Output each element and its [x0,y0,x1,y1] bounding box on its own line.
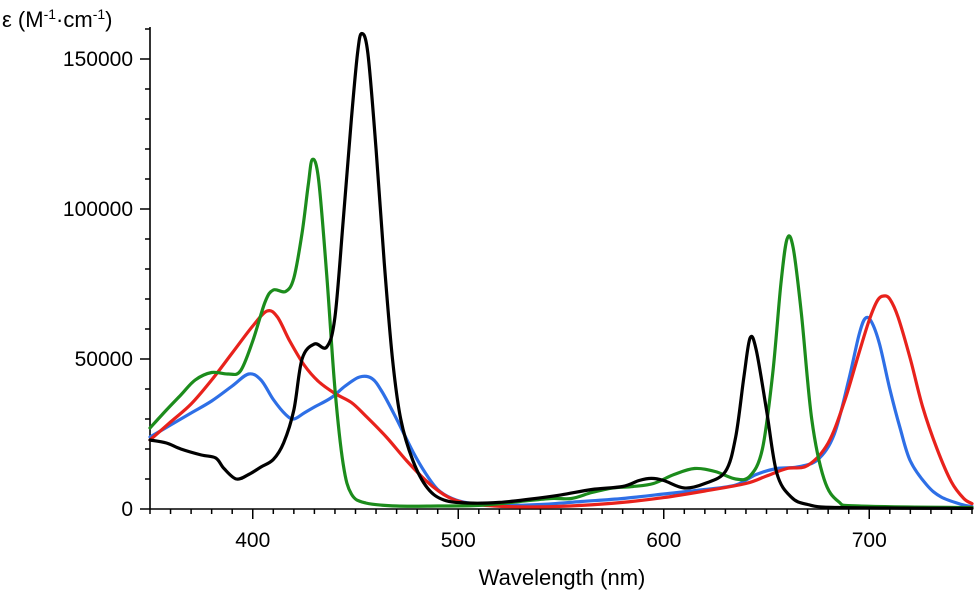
x-tick-label: 500 [441,529,476,552]
x-tick-label: 700 [852,529,887,552]
red-series-line [148,294,974,509]
green-series-line [148,157,974,510]
y-tick-label: 0 [121,498,133,521]
x-tick-label: 400 [235,529,270,552]
y-tick-label: 50000 [75,348,133,371]
y-tick-label: 100000 [63,198,133,221]
black-series-line [148,31,974,510]
blue-series-line [148,315,974,509]
x-axis-title: Wavelength (nm) [479,565,646,590]
tick-labels: 400 500 600 700 0 50000 100000 150000 [63,48,887,552]
y-tick-label: 150000 [63,48,133,71]
data-series [148,31,974,510]
axes [140,27,973,519]
x-tick-label: 600 [646,529,681,552]
y-axis-title: ε (M-1·cm-1) [2,6,112,32]
